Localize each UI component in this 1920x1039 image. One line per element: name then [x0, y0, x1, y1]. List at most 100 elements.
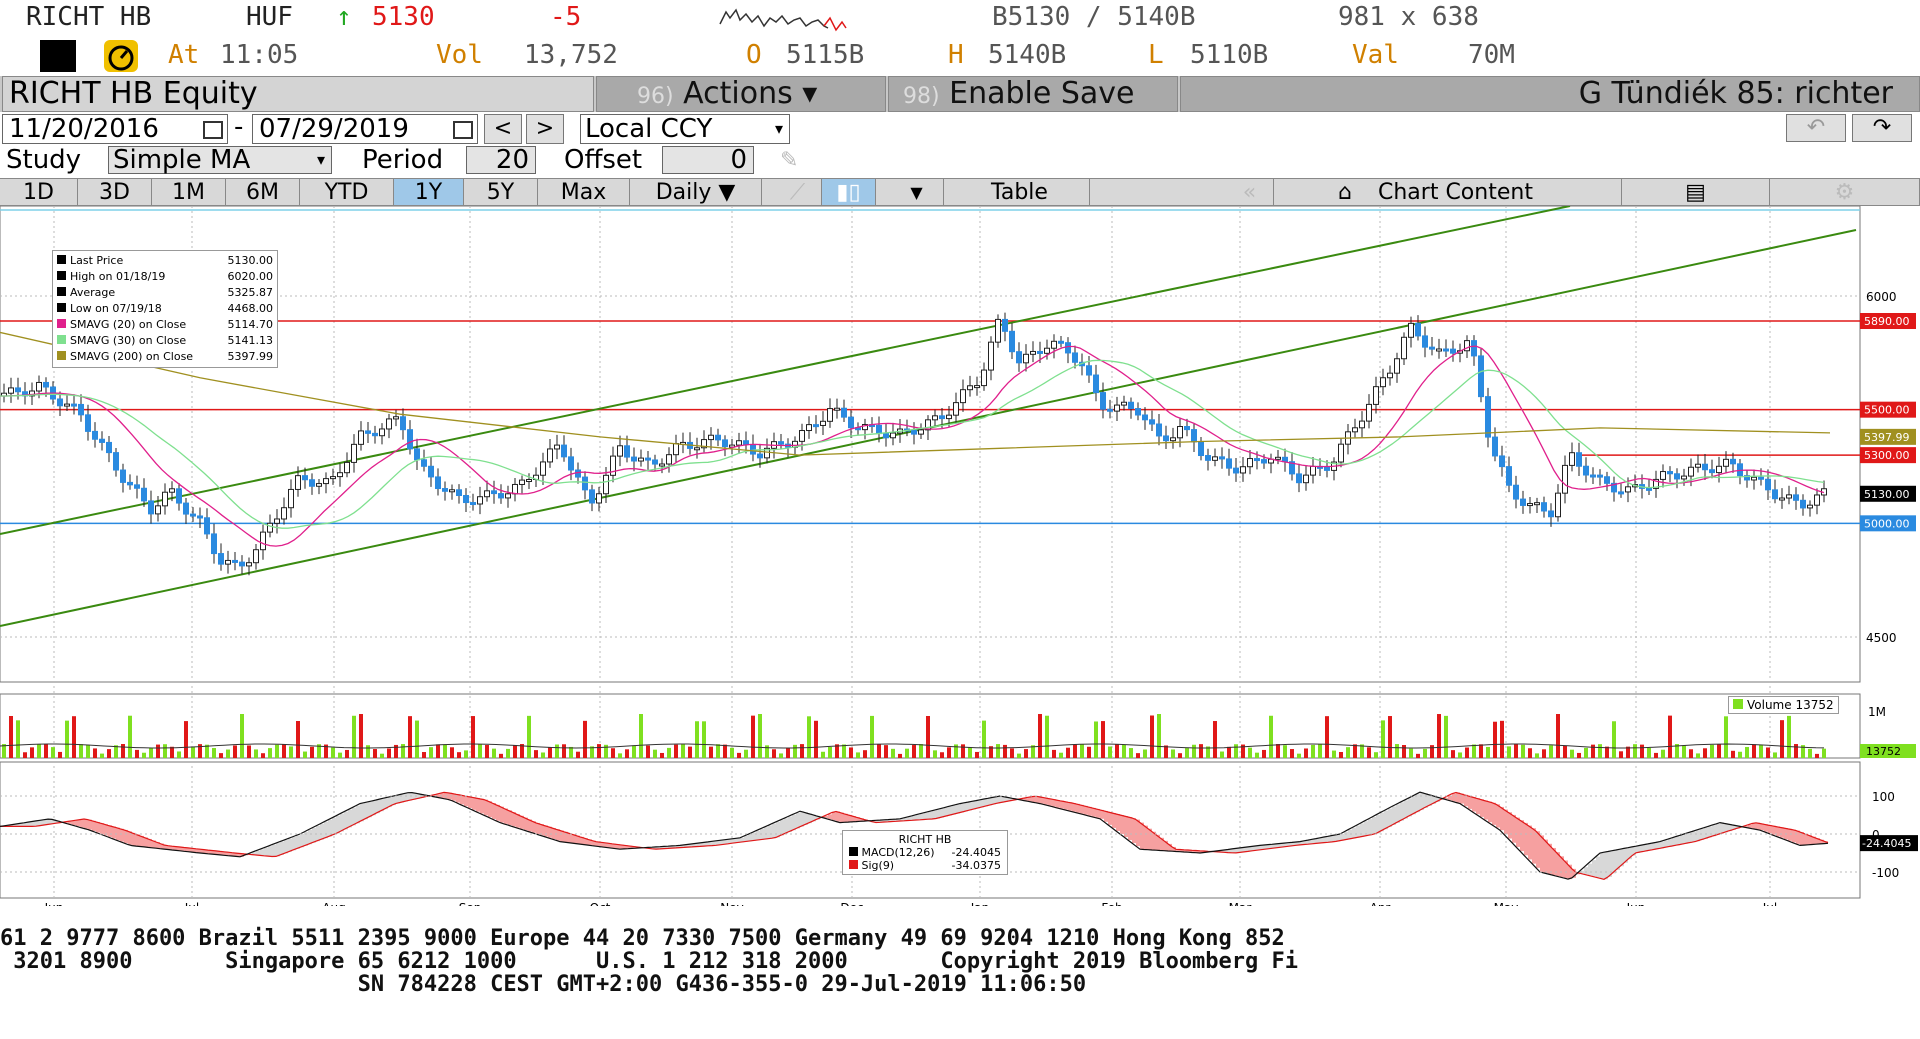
macd-histogram-fill — [960, 803, 964, 813]
collapse-icon[interactable]: « — [1226, 179, 1274, 205]
legend-swatch — [57, 271, 66, 280]
macd-histogram-fill — [704, 842, 708, 847]
macd-histogram-fill — [1180, 849, 1184, 852]
macd-histogram-fill — [1816, 838, 1820, 845]
volume-bar — [1395, 744, 1399, 758]
speedometer-icon[interactable] — [104, 40, 138, 72]
candle-body — [1163, 435, 1169, 442]
macd-histogram-fill — [1332, 835, 1336, 842]
period-input[interactable]: 20 — [466, 146, 536, 174]
macd-histogram-fill — [1340, 834, 1344, 841]
macd-histogram-fill — [596, 841, 600, 847]
candle-body — [1716, 465, 1722, 474]
next-period-button[interactable]: > — [526, 114, 564, 144]
study-label: Study — [6, 145, 82, 175]
currency-select[interactable]: Local CCY ▾ — [580, 114, 790, 144]
volume-bar — [555, 744, 559, 758]
volume-bar — [1010, 748, 1014, 758]
macd-histogram-fill — [1660, 841, 1664, 849]
candle-body — [666, 454, 672, 465]
bar-chart-icon[interactable]: ▮▯ — [822, 179, 876, 205]
undo-button[interactable]: ↶ — [1786, 114, 1846, 142]
volume-bar — [177, 751, 181, 758]
candle-body — [848, 416, 854, 429]
tab-6m[interactable]: 6M — [226, 179, 300, 205]
macd-histogram-fill — [212, 850, 216, 855]
macd-histogram-fill — [1800, 832, 1804, 846]
macd-histogram-fill — [720, 840, 724, 845]
start-date-field[interactable]: 11/20/2016 — [2, 114, 228, 144]
redo-button[interactable]: ↷ — [1852, 114, 1912, 142]
macd-histogram-fill — [1256, 845, 1260, 851]
price-chart[interactable]: 60005500500045005890.005500.005397.99530… — [0, 206, 1920, 906]
enable-save-button[interactable]: 98) Enable Save — [888, 76, 1178, 112]
candle-body — [1520, 498, 1526, 506]
macd-histogram-fill — [132, 832, 136, 846]
pen-icon[interactable]: ✎ — [780, 148, 799, 173]
macd-histogram-fill — [1676, 836, 1680, 846]
interval-select[interactable]: Daily ▼ — [630, 179, 762, 205]
volume-bar — [79, 744, 83, 758]
candle-body — [827, 408, 833, 422]
legend-label: Average — [70, 286, 116, 299]
macd-histogram-fill — [184, 847, 188, 852]
candle-body — [624, 445, 630, 458]
study-select[interactable]: Simple MA ▾ — [108, 146, 332, 174]
tab-3d[interactable]: 3D — [78, 179, 152, 205]
candle-body — [1289, 461, 1295, 475]
volume-bar — [310, 746, 314, 758]
tab-1d[interactable]: 1D — [0, 179, 78, 205]
macd-histogram-fill — [1452, 793, 1456, 802]
tab-max[interactable]: Max — [538, 179, 630, 205]
line-chart-icon[interactable]: ⟋ — [774, 179, 822, 205]
legend-row: Low on 07/19/18 4468.00 — [57, 301, 273, 317]
macd-histogram-fill — [76, 820, 80, 827]
prev-period-button[interactable]: < — [484, 114, 522, 144]
volume-bar — [415, 720, 419, 758]
volume-bar — [205, 744, 209, 758]
volume-bar — [1472, 744, 1476, 758]
volume-label: Vol — [436, 40, 483, 70]
macd-histogram-fill — [876, 820, 880, 823]
macd-histogram-fill — [416, 793, 420, 799]
tab-5y[interactable]: 5Y — [464, 179, 538, 205]
volume-bar — [1612, 721, 1616, 758]
macd-histogram-fill — [1388, 808, 1392, 828]
tab-1m[interactable]: 1M — [152, 179, 226, 205]
calendar-icon[interactable] — [203, 121, 223, 139]
macd-histogram-fill — [1236, 848, 1240, 853]
volume-bar — [1087, 746, 1091, 758]
macd-histogram-fill — [1432, 795, 1436, 804]
end-date-field[interactable]: 07/29/2019 — [252, 114, 478, 144]
high-value: 5140B — [988, 40, 1067, 70]
candle-body — [1681, 475, 1687, 480]
gear-icon[interactable]: ⚙ — [1770, 179, 1920, 205]
edit-chart-icon[interactable]: ▤ — [1622, 179, 1770, 205]
candle-body — [372, 432, 378, 437]
macd-histogram-fill — [1756, 822, 1760, 830]
macd-histogram-fill — [1116, 813, 1120, 831]
table-button[interactable]: Table — [950, 179, 1090, 205]
candle-body — [1366, 403, 1372, 422]
candle-body — [1450, 348, 1456, 354]
volume-bar — [1241, 744, 1245, 758]
macd-histogram-fill — [768, 825, 772, 839]
volume-bar — [170, 746, 174, 758]
actions-menu[interactable]: 96) Actions ▾ — [596, 76, 886, 112]
volume-bar — [1787, 715, 1791, 758]
volume-bar — [1423, 748, 1427, 758]
chart-content-button[interactable]: ⌂ Chart Content — [1274, 179, 1622, 205]
macd-histogram-fill — [44, 819, 48, 826]
tab-ytd[interactable]: YTD — [300, 179, 394, 205]
candle-body — [988, 341, 994, 371]
volume-bar — [646, 745, 650, 758]
candle-body — [1254, 458, 1260, 462]
offset-input[interactable]: 0 — [662, 146, 754, 174]
chart-type-dropdown[interactable]: ▼ — [890, 179, 944, 205]
tab-1y[interactable]: 1Y — [394, 179, 464, 205]
candle-body — [1548, 510, 1554, 518]
candle-body — [176, 488, 182, 504]
macd-histogram-fill — [484, 799, 488, 816]
calendar-icon[interactable] — [453, 121, 473, 139]
volume-bar — [324, 744, 328, 758]
